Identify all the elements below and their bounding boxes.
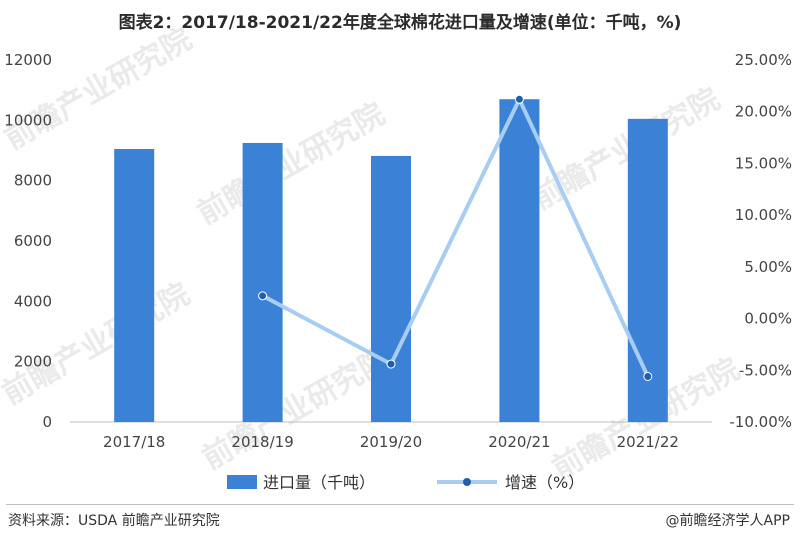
chart-title: 图表2：2017/18-2021/22年度全球棉花进口量及增速(单位：千吨，%) bbox=[118, 13, 682, 33]
bar bbox=[242, 142, 283, 423]
left-tick-label: 12000 bbox=[4, 51, 52, 69]
right-tick-label: 25.00% bbox=[735, 51, 792, 69]
legend-bar-swatch bbox=[227, 475, 257, 489]
growth-point bbox=[386, 359, 396, 369]
legend-bar-label: 进口量（千吨） bbox=[263, 473, 375, 492]
right-tick-label: -10.00% bbox=[729, 413, 792, 431]
bar bbox=[114, 148, 155, 422]
left-axis-ticks: 0 2000 4000 6000 8000 10000 12000 bbox=[4, 51, 52, 431]
bar-series bbox=[114, 99, 668, 423]
left-tick-label: 0 bbox=[42, 413, 52, 431]
watermark-logo: 前瞻产业研究院 bbox=[527, 82, 726, 217]
x-tick-label: 2021/22 bbox=[617, 433, 679, 451]
left-tick-label: 4000 bbox=[14, 292, 52, 310]
watermark-logo: 前瞻产业研究院 bbox=[0, 22, 198, 157]
right-axis-ticks: -10.00% -5.00% 0.00% 5.00% 10.00% 15.00% 20.00… bbox=[729, 51, 792, 431]
right-tick-label: 20.00% bbox=[735, 103, 792, 121]
line-series bbox=[258, 94, 653, 381]
legend-line-label: 增速（%） bbox=[505, 473, 584, 492]
x-axis-ticks: 2017/18 2018/19 2019/20 2020/21 2021/22 bbox=[103, 433, 679, 451]
right-tick-label: 10.00% bbox=[735, 206, 792, 224]
credit-note: @前瞻经济学人APP bbox=[665, 513, 790, 529]
left-tick-label: 10000 bbox=[4, 111, 52, 129]
watermark-logo: 前瞻产业研究院 bbox=[197, 342, 396, 477]
right-tick-label: 15.00% bbox=[735, 154, 792, 172]
x-tick-label: 2017/18 bbox=[103, 433, 165, 451]
bar bbox=[371, 155, 411, 422]
watermark-logo: 前瞻产业研究院 bbox=[192, 97, 391, 232]
x-tick-label: 2018/19 bbox=[231, 433, 293, 451]
footer-divider bbox=[6, 504, 794, 505]
left-tick-label: 8000 bbox=[14, 172, 52, 190]
right-tick-label: 0.00% bbox=[744, 310, 792, 328]
right-tick-label: -5.00% bbox=[739, 361, 792, 379]
growth-line bbox=[261, 97, 650, 378]
left-tick-label: 2000 bbox=[14, 353, 52, 371]
growth-point bbox=[643, 371, 653, 381]
bar bbox=[627, 118, 668, 422]
growth-point bbox=[514, 94, 524, 104]
left-tick-label: 6000 bbox=[14, 232, 52, 250]
x-tick-label: 2019/20 bbox=[360, 433, 422, 451]
bar bbox=[499, 99, 540, 422]
x-tick-label: 2020/21 bbox=[488, 433, 550, 451]
legend: 进口量（千吨） 增速（%） bbox=[227, 473, 584, 492]
right-tick-label: 5.00% bbox=[744, 258, 792, 276]
source-note: 资料来源：USDA 前瞻产业研究院 bbox=[8, 513, 220, 529]
growth-point bbox=[258, 291, 268, 301]
legend-line-marker bbox=[463, 478, 471, 486]
